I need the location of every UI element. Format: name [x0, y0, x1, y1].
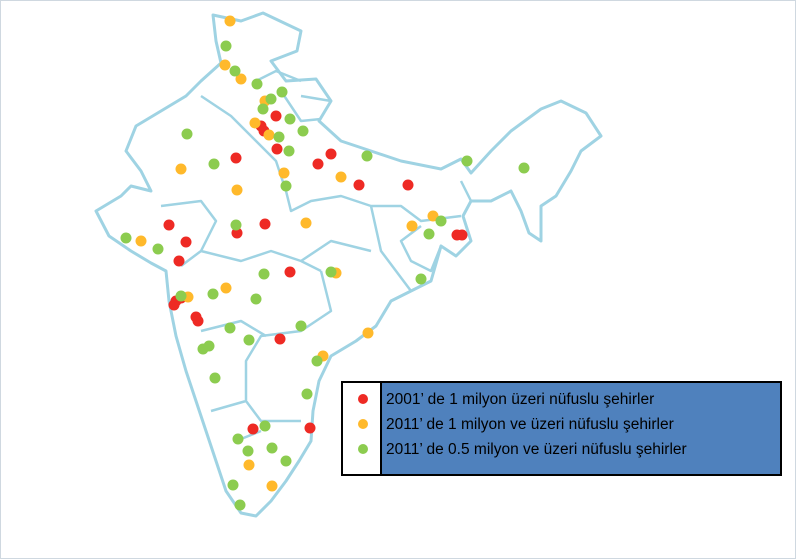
city-dot — [427, 210, 439, 222]
legend-marker — [358, 419, 368, 429]
city-dot — [175, 163, 187, 175]
city-dot — [461, 155, 473, 167]
city-dot — [301, 388, 313, 400]
city-dot — [173, 255, 185, 267]
city-dot — [163, 219, 175, 231]
city-dot — [259, 420, 271, 432]
city-dot — [232, 433, 244, 445]
city-dot — [325, 148, 337, 160]
city-dot — [181, 128, 193, 140]
city-dot — [209, 372, 221, 384]
city-dot — [250, 293, 262, 305]
city-dot — [271, 143, 283, 155]
city-dot — [192, 315, 204, 327]
city-dot — [234, 499, 246, 511]
city-dot — [247, 423, 259, 435]
city-dot — [258, 268, 270, 280]
city-dot — [273, 131, 285, 143]
city-dot — [297, 125, 309, 137]
city-dot — [242, 445, 254, 457]
city-dot — [219, 59, 231, 71]
city-dot — [278, 167, 290, 179]
city-dot — [227, 479, 239, 491]
city-dot — [435, 215, 447, 227]
city-dot — [231, 227, 243, 239]
city-dot — [284, 266, 296, 278]
city-dot — [280, 455, 292, 467]
city-dot — [251, 78, 263, 90]
city-dot — [311, 355, 323, 367]
city-markers — [120, 15, 530, 511]
city-dot — [361, 150, 373, 162]
city-dot — [175, 290, 187, 302]
city-dot — [415, 273, 427, 285]
legend-label: 2011’ de 0.5 milyon ve üzeri nüfuslu şeh… — [386, 441, 687, 458]
city-dot — [402, 179, 414, 191]
city-dot — [259, 218, 271, 230]
legend-box — [380, 381, 782, 476]
city-dot — [230, 152, 242, 164]
city-dot — [304, 422, 316, 434]
city-dot — [335, 171, 347, 183]
city-dot — [265, 93, 277, 105]
city-dot — [229, 65, 241, 77]
city-dot — [280, 180, 292, 192]
legend-label: 2001’ de 1 milyon üzeri nüfuslu şehirler — [386, 391, 654, 408]
city-dot — [263, 129, 275, 141]
city-dot — [300, 217, 312, 229]
city-dot — [207, 288, 219, 300]
city-dot — [243, 334, 255, 346]
legend-marker — [358, 394, 368, 404]
city-dot — [152, 243, 164, 255]
city-dot — [270, 110, 282, 122]
legend: 2001’ de 1 milyon üzeri nüfuslu şehirler… — [358, 391, 687, 458]
city-dot — [284, 113, 296, 125]
city-dot — [274, 333, 286, 345]
city-dot — [224, 15, 236, 27]
city-dot — [168, 299, 180, 311]
city-dot — [257, 103, 269, 115]
city-dot — [312, 158, 324, 170]
city-dot — [362, 327, 374, 339]
city-dot — [230, 219, 242, 231]
city-dot — [235, 73, 247, 85]
legend-marker — [358, 444, 368, 454]
city-dot — [243, 459, 255, 471]
city-dot — [220, 40, 232, 52]
city-dot — [325, 266, 337, 278]
city-dot — [203, 340, 215, 352]
city-dot — [180, 236, 192, 248]
city-dot — [283, 145, 295, 157]
city-dot — [518, 162, 530, 174]
city-dot — [220, 282, 232, 294]
city-dot — [276, 86, 288, 98]
city-dot — [208, 158, 220, 170]
city-dot — [231, 184, 243, 196]
city-dot — [295, 320, 307, 332]
city-dot — [456, 229, 468, 241]
city-dot — [249, 117, 261, 129]
legend-label: 2011’ de 1 milyon ve üzeri nüfuslu şehir… — [386, 416, 674, 433]
city-dot — [406, 220, 418, 232]
country-outline — [94, 11, 603, 518]
city-dot — [266, 442, 278, 454]
city-dot — [135, 235, 147, 247]
city-dot — [120, 232, 132, 244]
city-dot — [353, 179, 365, 191]
city-dot — [224, 322, 236, 334]
city-dot — [266, 480, 278, 492]
city-dot — [423, 228, 435, 240]
